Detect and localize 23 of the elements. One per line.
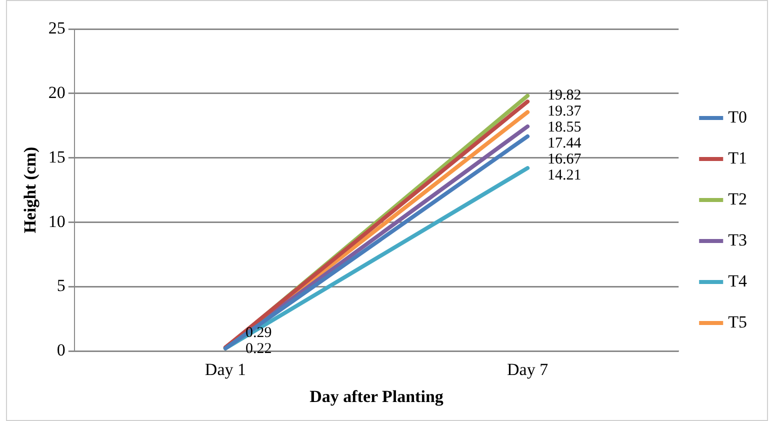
legend-label: T0: [728, 107, 748, 126]
legend-label: T3: [728, 230, 748, 250]
legend-label: T2: [728, 189, 748, 208]
data-label: 19.37: [548, 104, 582, 120]
legend-label: T4: [728, 271, 748, 290]
y-tick-label: 0: [56, 340, 66, 360]
y-tick-label: 10: [48, 212, 66, 231]
data-label: 16.67: [548, 152, 582, 168]
data-label: 17.44: [548, 136, 582, 152]
data-label: 19.82: [548, 88, 582, 104]
y-axis-title: Height (cm): [20, 146, 40, 234]
data-label: 18.55: [548, 120, 582, 136]
x-tick-label: Day 7: [507, 360, 549, 379]
x-tick-label: Day 1: [204, 360, 246, 379]
x-axis-title: Day after Planting: [310, 387, 444, 406]
data-label: 0.22: [245, 341, 272, 358]
y-tick-label: 5: [56, 276, 66, 296]
y-tick-label: 15: [48, 147, 66, 166]
y-tick-label: 20: [48, 82, 66, 102]
legend-label: T5: [728, 312, 748, 332]
y-tick-label: 25: [48, 18, 66, 38]
data-label: 14.21: [548, 168, 582, 184]
legend-label: T1: [728, 148, 748, 168]
